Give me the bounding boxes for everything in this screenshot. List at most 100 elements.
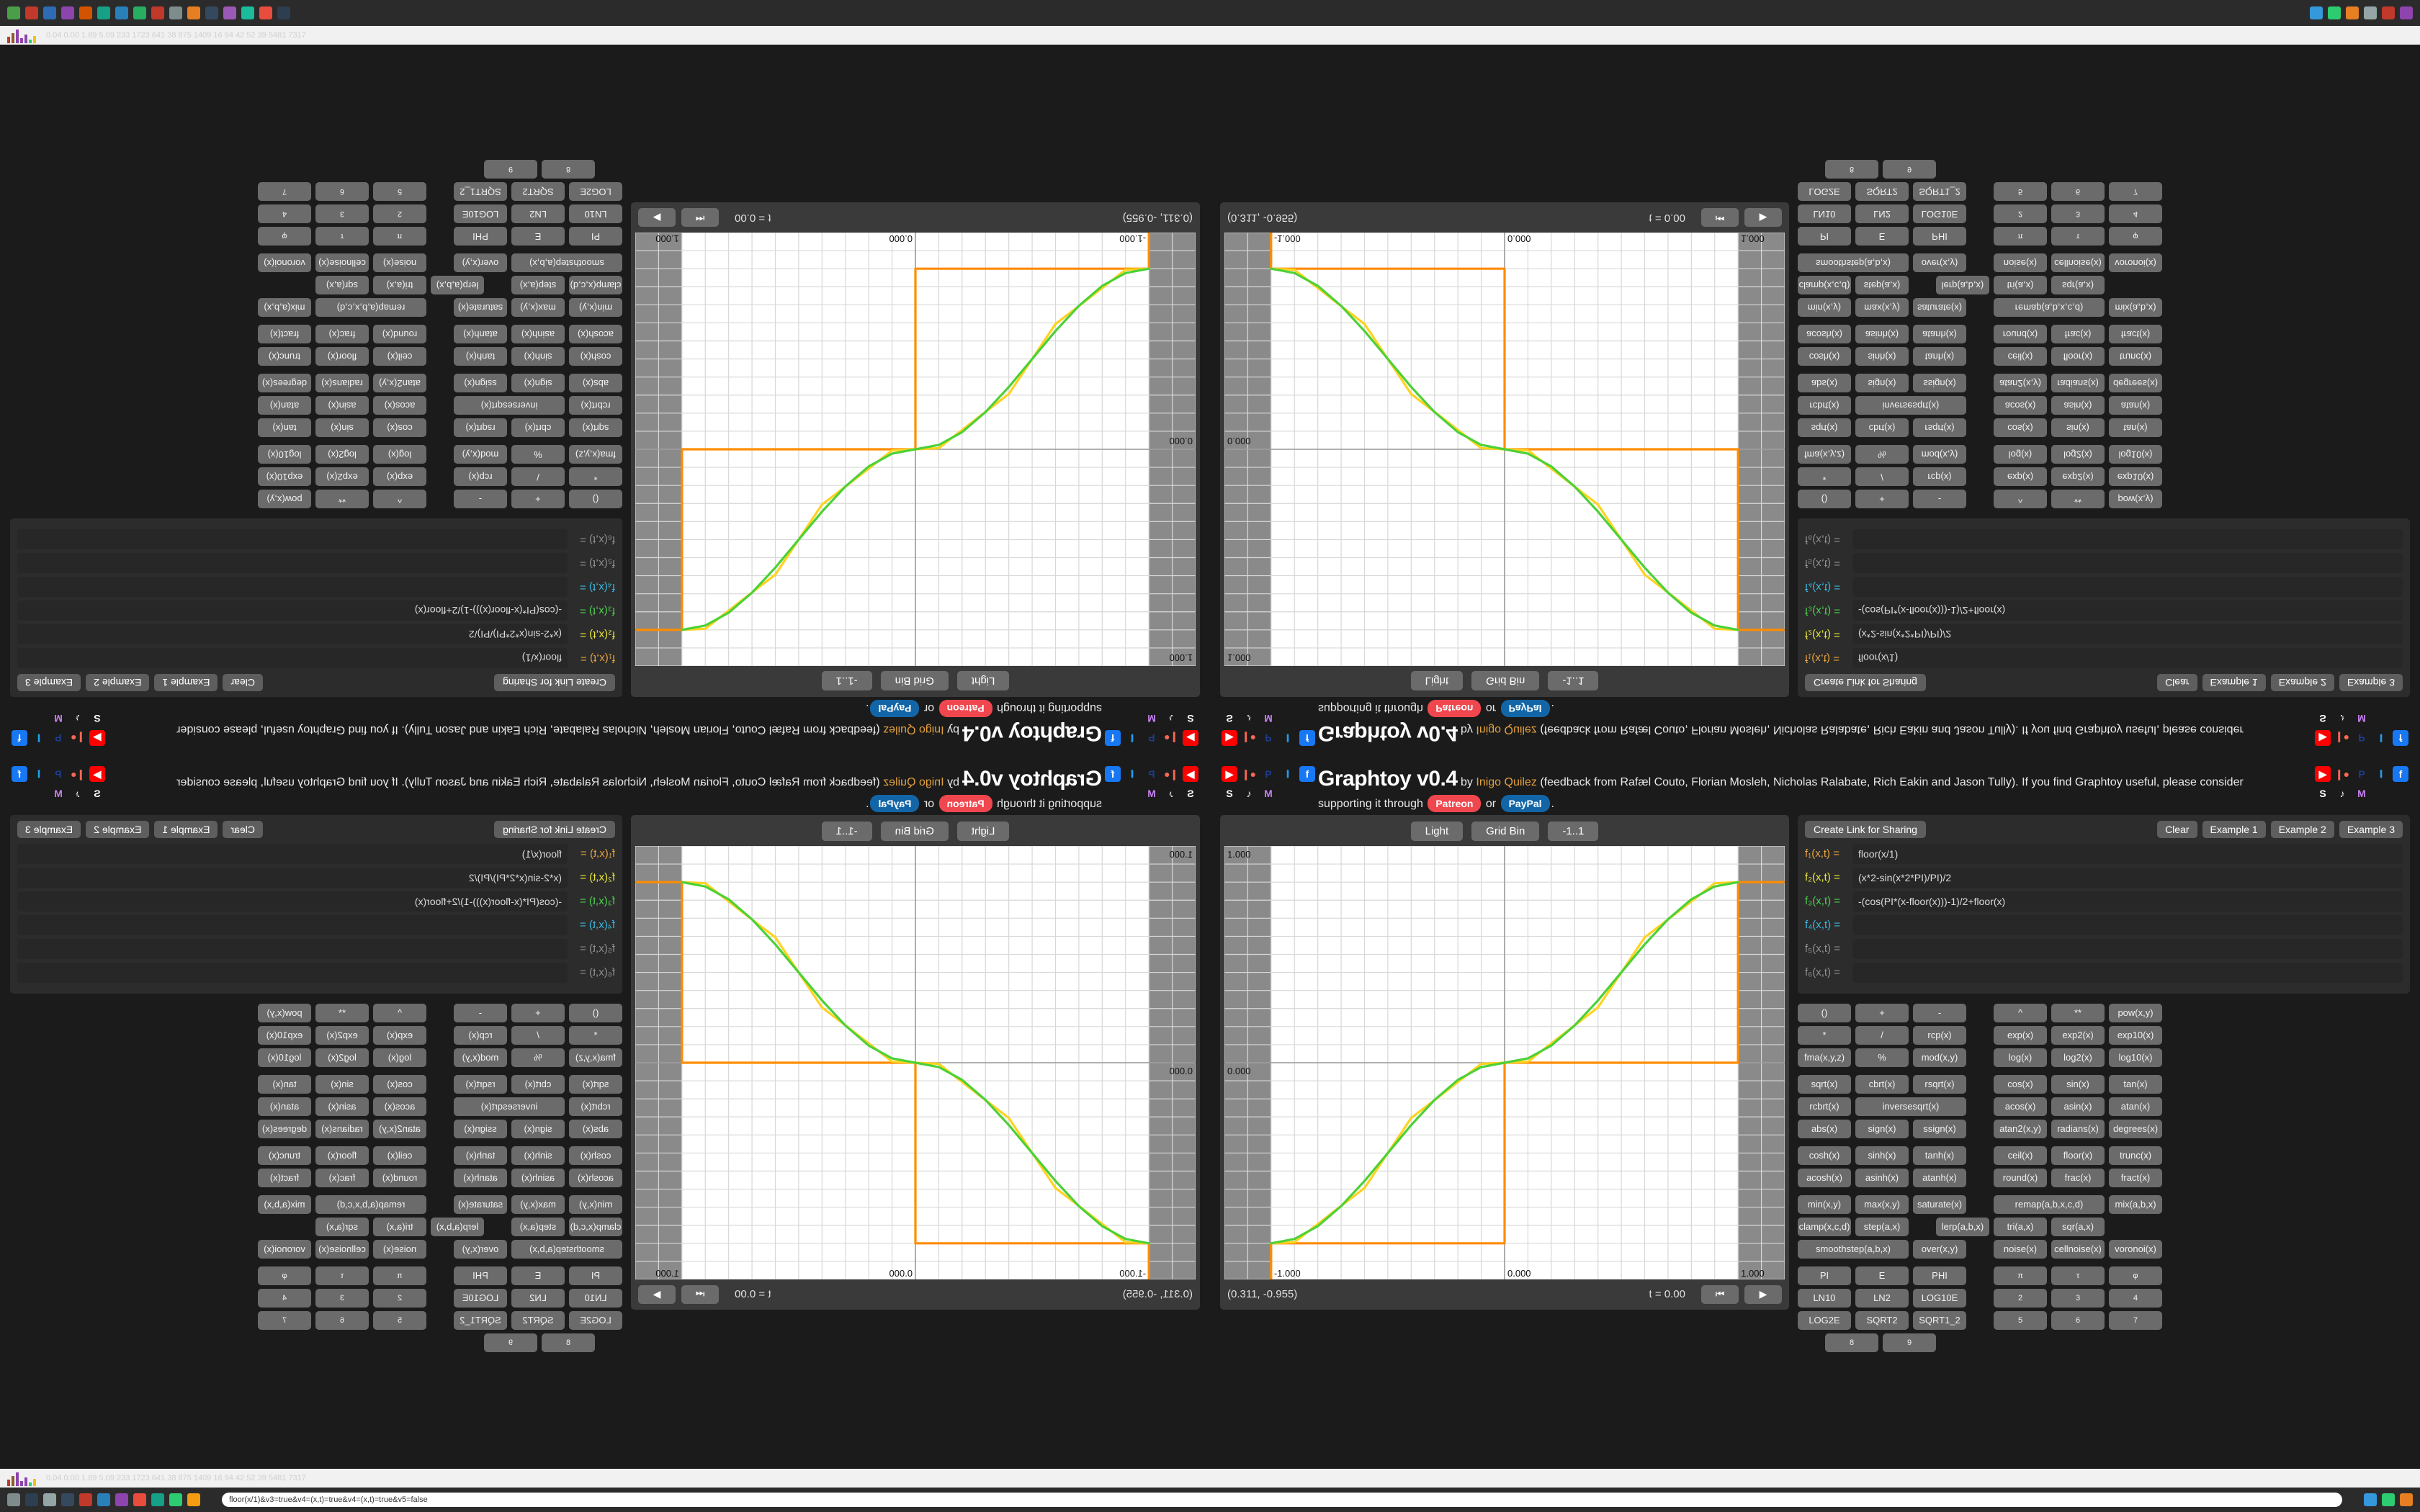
keypad-button-degreesx[interactable]: degrees(x) [258, 1119, 311, 1138]
keypad-button-LOG2E[interactable]: LOG2E [569, 182, 622, 202]
formula-input-4[interactable] [1852, 577, 2403, 598]
formula-input-3[interactable] [1852, 600, 2403, 621]
keypad-button-roundx[interactable]: round(x) [1994, 325, 2047, 344]
keypad-button-asinx[interactable]: asin(x) [2051, 1097, 2105, 1116]
paypal-button[interactable]: PayPal [870, 794, 920, 812]
keypad-button-radiansx[interactable]: radians(x) [2051, 374, 2105, 393]
keypad-button-cosx[interactable]: cos(x) [1994, 418, 2047, 438]
facebook-icon[interactable]: f [2393, 766, 2408, 782]
shadertoy-icon[interactable]: S [1226, 713, 1233, 724]
facebook-icon[interactable]: f [1105, 730, 1121, 746]
keypad-button-voronoix[interactable]: voronoi(x) [2109, 253, 2162, 273]
keypad-button-atanx[interactable]: atan(x) [2109, 396, 2162, 415]
keypad-button-LOG2E[interactable]: LOG2E [1798, 182, 1851, 202]
keypad-button-cbrtx[interactable]: cbrt(x) [511, 418, 565, 438]
keypad-button-exp10x[interactable]: exp10(x) [2109, 1025, 2162, 1045]
paypal-icon[interactable]: P [55, 768, 62, 780]
keypad-button-E[interactable]: E [1855, 227, 1909, 246]
twitter-icon[interactable]: 𝐥 [1131, 732, 1134, 744]
keypad-button-[interactable]: π [373, 227, 426, 246]
paypal-icon[interactable]: P [1148, 732, 1155, 744]
keypad-button-atanx[interactable]: atan(x) [258, 1097, 311, 1116]
keypad-button-absx[interactable]: abs(x) [569, 1119, 622, 1138]
formula-input-6[interactable] [17, 529, 568, 550]
keypad-button-atanhx[interactable]: atanh(x) [1913, 325, 1966, 344]
twitter-icon[interactable]: 𝐥 [1286, 768, 1289, 780]
keypad-button-coshx[interactable]: cosh(x) [1798, 1146, 1851, 1165]
keypad-button-acosx[interactable]: acos(x) [373, 1097, 426, 1116]
keypad-button-fractx[interactable]: fract(x) [2109, 1168, 2162, 1187]
graph-canvas[interactable]: 1.000 0.000 -1.000 0.000 1.000 [635, 845, 1196, 1279]
keypad-button-noisex[interactable]: noise(x) [373, 1239, 426, 1259]
keypad-button-rcbrtx[interactable]: rcbrt(x) [1798, 396, 1851, 415]
keypad-button-PHI[interactable]: PHI [1913, 1266, 1966, 1285]
keypad-button-overxy[interactable]: over(x,y) [454, 1239, 507, 1259]
share-link-button[interactable]: Create Link for Sharing [494, 674, 615, 692]
keypad-button-[interactable]: τ [2051, 227, 2105, 246]
facebook-icon[interactable]: f [1105, 766, 1121, 782]
keypad-button-[interactable]: * [1798, 1025, 1851, 1045]
twitter-icon[interactable]: 𝐥 [1286, 732, 1289, 744]
keypad-button-exp2x[interactable]: exp2(x) [2051, 1025, 2105, 1045]
graph-toolbar[interactable]: Light Grid Bin -1..1 [635, 666, 1196, 693]
keypad-button-LOG10E[interactable]: LOG10E [1913, 204, 1966, 224]
keypad-button-LN2[interactable]: LN2 [511, 204, 565, 224]
mastodon-icon[interactable]: M [2357, 713, 2366, 724]
keypad-button-ssignx[interactable]: ssign(x) [454, 1119, 507, 1138]
keypad-button-stepax[interactable]: step(a,x) [511, 276, 565, 295]
browser-bookmarks-bar-mirror[interactable]: 0.04 0.00 1.89 5.09 233 1723 641 38 875 … [0, 1469, 2420, 1488]
keypad-button-LN10[interactable]: LN10 [569, 204, 622, 224]
tab-favicon[interactable] [151, 6, 164, 19]
keypad-button-[interactable]: π [373, 1266, 426, 1285]
keypad-button-rcbrtx[interactable]: rcbrt(x) [1798, 1097, 1851, 1116]
keypad-button-[interactable]: / [1855, 467, 1909, 487]
twitter-icon[interactable]: 𝐥 [1131, 768, 1134, 780]
keypad-button-[interactable]: / [1855, 1025, 1909, 1045]
share-link-button[interactable]: Create Link for Sharing [1805, 820, 1926, 838]
keypad-button-fmaxyz[interactable]: fma(x,y,z) [569, 445, 622, 464]
keypad-button-5[interactable]: 5 [1994, 1310, 2047, 1330]
graph-canvas[interactable]: 1.000 0.000 -1.000 0.000 1.000 [1224, 233, 1785, 667]
keypad-button-exp10x[interactable]: exp10(x) [258, 1025, 311, 1045]
extension-icon[interactable] [79, 1493, 92, 1506]
extension-icon[interactable] [7, 1493, 20, 1506]
tab-favicon[interactable] [187, 6, 200, 19]
keypad-button-6[interactable]: 6 [2051, 1310, 2105, 1330]
tab-favicon[interactable] [169, 6, 182, 19]
tiktok-icon[interactable]: ♪ [2339, 788, 2345, 799]
keypad-button-floorx[interactable]: floor(x) [315, 347, 369, 366]
keypad-button-fractx[interactable]: fract(x) [2109, 325, 2162, 344]
shadertoy-icon[interactable]: S [2319, 713, 2326, 724]
mastodon-icon[interactable]: M [1147, 713, 1156, 724]
keypad-button-log2x[interactable]: log2(x) [315, 445, 369, 464]
keypad-button-ceilx[interactable]: ceil(x) [373, 347, 426, 366]
keypad-button-modxy[interactable]: mod(x,y) [1913, 445, 1966, 464]
keypad-button-[interactable]: φ [258, 1266, 311, 1285]
keypad-button-sinx[interactable]: sin(x) [315, 1074, 369, 1094]
keypad-button-acoshx[interactable]: acosh(x) [1798, 1168, 1851, 1187]
tab-favicon[interactable] [79, 6, 92, 19]
twitter-icon[interactable]: 𝐥 [37, 732, 40, 744]
facebook-icon[interactable]: f [12, 730, 27, 746]
formula-input-1[interactable] [17, 843, 568, 864]
twitter-icon[interactable]: 𝐥 [37, 768, 40, 780]
keypad-button-truncx[interactable]: trunc(x) [2109, 347, 2162, 366]
keypad-button-rsqrtx[interactable]: rsqrt(x) [454, 418, 507, 438]
youtube-icon[interactable]: ▶ [1183, 766, 1198, 782]
graph-canvas[interactable]: 1.000 0.000 -1.000 0.000 1.000 [635, 233, 1196, 667]
facebook-icon[interactable]: f [2393, 730, 2408, 746]
formula-toolbar[interactable]: Create Link for Sharing Clear Example 1 … [17, 820, 615, 838]
extension-icon[interactable] [61, 1493, 74, 1506]
keypad-button-LOG10E[interactable]: LOG10E [454, 204, 507, 224]
keypad-button-maxxy[interactable]: max(x,y) [511, 1194, 565, 1214]
keypad-button-ceilx[interactable]: ceil(x) [373, 1146, 426, 1165]
keypad-button-truncx[interactable]: trunc(x) [2109, 1146, 2162, 1165]
keypad-button-overxy[interactable]: over(x,y) [454, 253, 507, 273]
keypad-button-LOG10E[interactable]: LOG10E [1913, 1288, 1966, 1308]
keypad-button-[interactable]: / [511, 1025, 565, 1045]
keypad-button-minxy[interactable]: min(x,y) [569, 1194, 622, 1214]
keypad-button-triax[interactable]: tri(a,x) [1994, 276, 2047, 295]
keypad-button-ceilx[interactable]: ceil(x) [1994, 347, 2047, 366]
keypad-button-6[interactable]: 6 [315, 182, 369, 202]
